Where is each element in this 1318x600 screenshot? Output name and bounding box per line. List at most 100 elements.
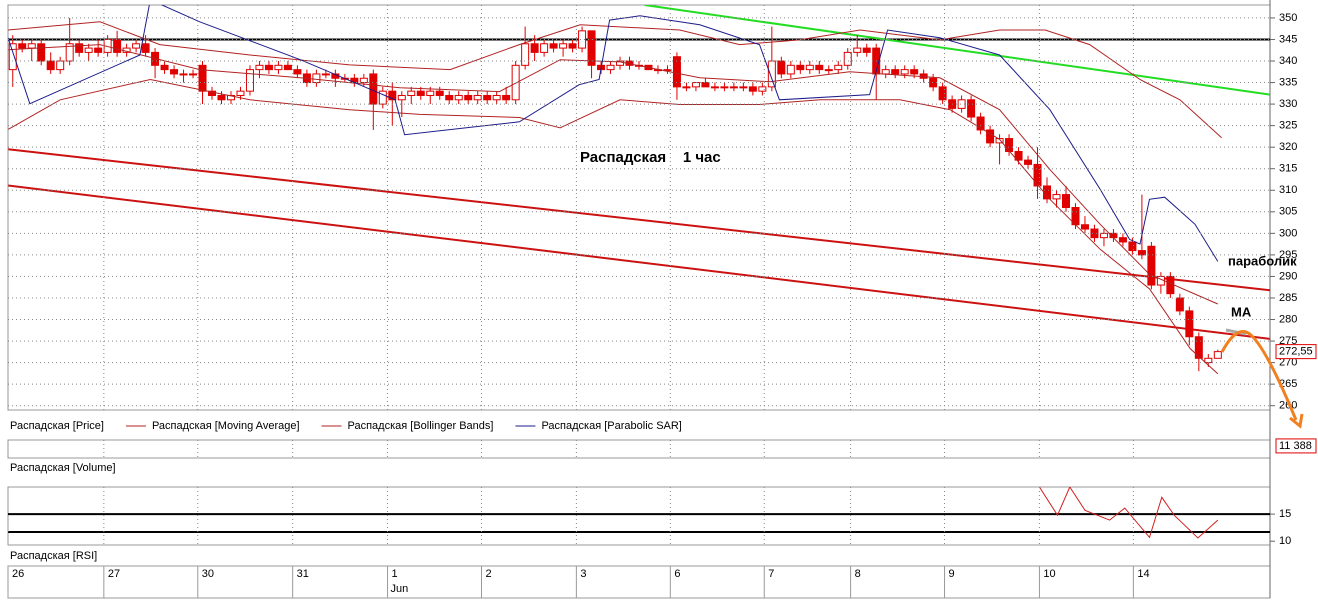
candle-body <box>56 60 65 71</box>
candle-body <box>929 77 938 88</box>
candle-body <box>141 43 150 53</box>
candle-body <box>739 86 748 89</box>
candle-body <box>843 51 852 66</box>
candle-body <box>170 69 179 75</box>
y-tick-label: 315 <box>1279 163 1297 175</box>
candle-body <box>208 90 217 96</box>
candle-body <box>568 43 577 49</box>
candle-body <box>957 99 966 109</box>
trend-line <box>8 184 1270 340</box>
candle-body <box>312 73 321 84</box>
candle-body <box>1052 194 1061 200</box>
annotation: параболик <box>1228 253 1297 268</box>
candle-body <box>27 43 36 49</box>
candle-body <box>824 69 833 72</box>
x-tick-label: 3 <box>580 568 586 580</box>
candle-body <box>1194 336 1203 359</box>
candle-body <box>815 64 824 71</box>
candle-body <box>1033 163 1042 187</box>
candle-body <box>378 90 387 105</box>
candle-body <box>578 30 587 49</box>
candle-body <box>900 69 909 75</box>
candle-body <box>217 94 226 101</box>
candle-body <box>986 129 995 144</box>
candle-body <box>881 69 890 75</box>
candle-body <box>113 38 122 53</box>
candle-body <box>293 69 302 75</box>
y-tick-label: 305 <box>1279 206 1297 218</box>
candle-body <box>160 64 169 71</box>
candle-body <box>359 77 368 84</box>
candle-body <box>691 82 700 88</box>
x-tick-label: 26 <box>12 568 24 580</box>
candle-body <box>1213 351 1222 359</box>
forecast-arrow <box>1220 330 1298 421</box>
y-tick-label: 325 <box>1279 120 1297 132</box>
y-tick-label: 285 <box>1279 292 1297 304</box>
y-tick-label: 280 <box>1279 313 1297 325</box>
y-tick-label: 15 <box>1279 508 1291 520</box>
candle-body <box>1061 194 1070 208</box>
trend-line <box>8 148 1270 292</box>
x-tick-label: 31 <box>297 568 309 580</box>
x-tick-label: 2 <box>485 568 491 580</box>
candle-body <box>483 94 492 101</box>
labels: 26 27 30 31 1 2 3 6 7 8 9 10 14Jun260265270275280285… <box>7 5 1317 598</box>
candle-body <box>435 90 444 96</box>
candle-body <box>65 43 74 62</box>
candle-body <box>416 90 425 96</box>
candle-body <box>720 86 729 89</box>
candle-body <box>672 56 681 88</box>
candle-body <box>492 94 501 101</box>
chart-title: Распадская 1 час <box>580 149 721 166</box>
candle-body <box>426 90 435 96</box>
y-tick-label: 10 <box>1279 535 1291 547</box>
candle-body <box>245 69 254 92</box>
price-plot <box>8 5 1270 375</box>
candle-body <box>1166 275 1175 295</box>
legend-label: Распадская [Parabolic SAR] <box>541 420 681 432</box>
candle-body <box>559 43 568 49</box>
last-volume-box <box>1275 438 1317 454</box>
y-tick-label: 295 <box>1279 249 1297 261</box>
candle-body <box>530 43 539 53</box>
candle-body <box>587 30 596 66</box>
candle-body <box>255 64 264 71</box>
candle-body <box>236 90 245 96</box>
candle-body <box>1185 310 1194 338</box>
legend-label: Распадская [Price] <box>10 420 104 432</box>
candle-body <box>938 86 947 101</box>
x-tick-label: 14 <box>1137 568 1149 580</box>
candle-body <box>454 94 463 101</box>
rsi-plot <box>8 487 1270 539</box>
y-tick-label: 335 <box>1279 76 1297 88</box>
candle-body <box>995 138 1004 144</box>
candle-body <box>758 86 767 92</box>
candle-body <box>397 94 406 101</box>
indicator-line <box>8 5 1219 262</box>
y-tick-label: 265 <box>1279 378 1297 390</box>
y-tick-label: 300 <box>1279 227 1297 239</box>
annotation: MA <box>1231 304 1252 319</box>
candle-body <box>540 43 549 53</box>
candle-body <box>1005 138 1014 152</box>
candle-body <box>1128 241 1137 252</box>
candle-body <box>1137 250 1146 256</box>
legend-label: Распадская [Moving Average] <box>152 420 300 432</box>
indicator-line <box>8 44 1218 305</box>
candle-body <box>663 69 672 72</box>
candle-body <box>805 64 814 71</box>
candle-body <box>473 94 482 101</box>
last-price-box <box>1275 344 1317 360</box>
y-tick-label: 320 <box>1279 141 1297 153</box>
trend-line <box>644 5 1270 96</box>
y-tick-label: 290 <box>1279 270 1297 282</box>
y-tick-label: 340 <box>1279 55 1297 67</box>
candle-body <box>1090 228 1099 239</box>
x-tick-label: 8 <box>855 568 861 580</box>
y-tick-label: 350 <box>1279 12 1297 24</box>
legend-label: Распадская [Bollinger Bands] <box>348 420 494 432</box>
candle-body <box>283 64 292 71</box>
x-group-label: Jun <box>391 583 409 595</box>
